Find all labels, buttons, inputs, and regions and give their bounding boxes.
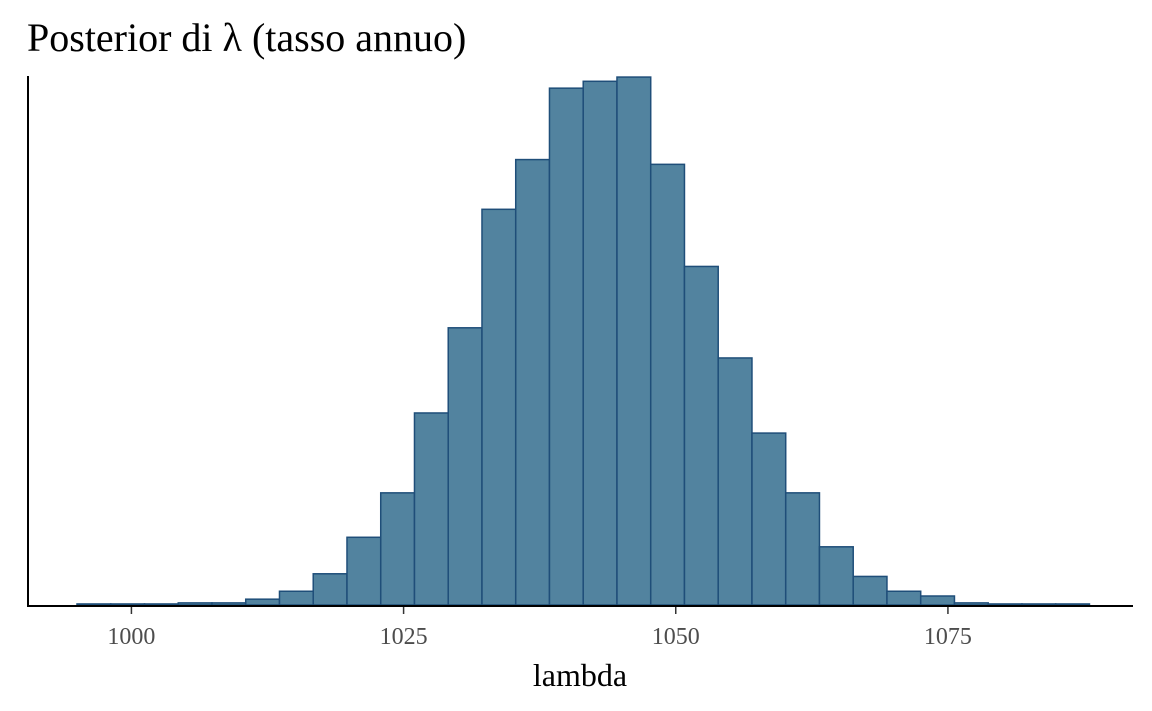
histogram-bar <box>1021 603 1057 606</box>
histogram-bar <box>886 590 922 606</box>
histogram-bar <box>818 546 854 606</box>
histogram-bar <box>211 602 247 606</box>
histogram-bar <box>143 603 179 606</box>
histogram-bar <box>751 432 787 606</box>
histogram-bar <box>683 265 719 606</box>
histogram-bar <box>717 357 753 606</box>
histogram-bar <box>76 603 112 606</box>
histogram-bar <box>109 603 146 606</box>
histogram-bar <box>481 208 517 606</box>
histogram-bar <box>312 573 348 606</box>
histogram-bar <box>919 595 956 606</box>
histogram-bar <box>514 158 551 606</box>
histogram-bar <box>852 575 888 606</box>
histogram-bar <box>649 163 686 606</box>
x-tick-label: 1050 <box>652 624 700 650</box>
histogram-bar <box>346 536 382 606</box>
histogram-bar <box>244 598 281 606</box>
histogram-bar <box>987 603 1023 606</box>
histogram-bars <box>76 76 1091 606</box>
histogram-bar <box>379 492 416 606</box>
x-axis-title: lambda <box>533 657 627 693</box>
histogram-bar <box>616 76 652 606</box>
chart-title: Posterior di λ (tasso annuo) <box>27 15 466 60</box>
histogram-bar <box>177 602 213 606</box>
x-tick-label: 1075 <box>924 624 972 650</box>
histogram-bar <box>784 492 821 606</box>
histogram-bar <box>278 590 314 606</box>
histogram-bar <box>953 602 989 606</box>
histogram-bar <box>582 80 618 606</box>
histogram-bar <box>413 412 449 606</box>
histogram-bar <box>1054 603 1091 606</box>
x-tick-label: 1025 <box>380 624 428 650</box>
x-axis-ticks: 1000 1025 1050 1075 <box>107 607 972 650</box>
histogram-bar <box>548 87 584 606</box>
x-tick-label: 1000 <box>107 624 155 650</box>
histogram-bar <box>447 327 483 606</box>
